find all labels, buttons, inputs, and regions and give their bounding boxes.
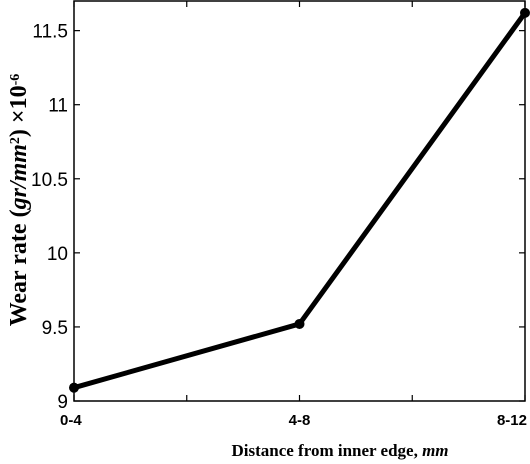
y-axis-title: Wear rate (gr/mm2) ×10-6 [6, 74, 32, 327]
y-axis-title-unit: gr/mm [6, 144, 32, 210]
x-tick-label: 4-8 [289, 412, 311, 429]
y-tick-label: 10.5 [31, 170, 68, 191]
y-axis-title-main: Wear rate ( [6, 209, 32, 326]
data-point [69, 382, 79, 393]
y-axis-title-scale-exponent: -6 [8, 74, 23, 86]
y-tick-label: 10 [47, 244, 68, 265]
y-axis-title-unit-exponent: 2 [8, 137, 23, 144]
y-axis-ticks: 9 9.5 10 10.5 11 11.5 [31, 22, 525, 413]
x-axis-ticks: 0-4 4-8 8-12 [60, 1, 527, 429]
y-axis-title-scale: ) ×10 [6, 85, 32, 137]
x-axis-title-unit: mm [422, 441, 448, 460]
data-point [294, 318, 305, 329]
data-point [520, 7, 530, 18]
x-tick-label: 0-4 [60, 412, 82, 429]
data-series [69, 7, 530, 393]
plot-area-frame [73, 0, 526, 402]
y-tick-label: 9.5 [42, 318, 68, 339]
series-line [73, 11, 528, 391]
y-tick-label: 9 [57, 392, 68, 413]
x-axis-title: Distance from inner edge, mm [231, 441, 448, 460]
y-tick-label: 11 [48, 96, 68, 117]
x-tick-label: 8-12 [497, 412, 527, 429]
y-tick-label: 11.5 [32, 22, 68, 43]
x-axis-title-main: Distance from inner edge, [231, 441, 422, 460]
